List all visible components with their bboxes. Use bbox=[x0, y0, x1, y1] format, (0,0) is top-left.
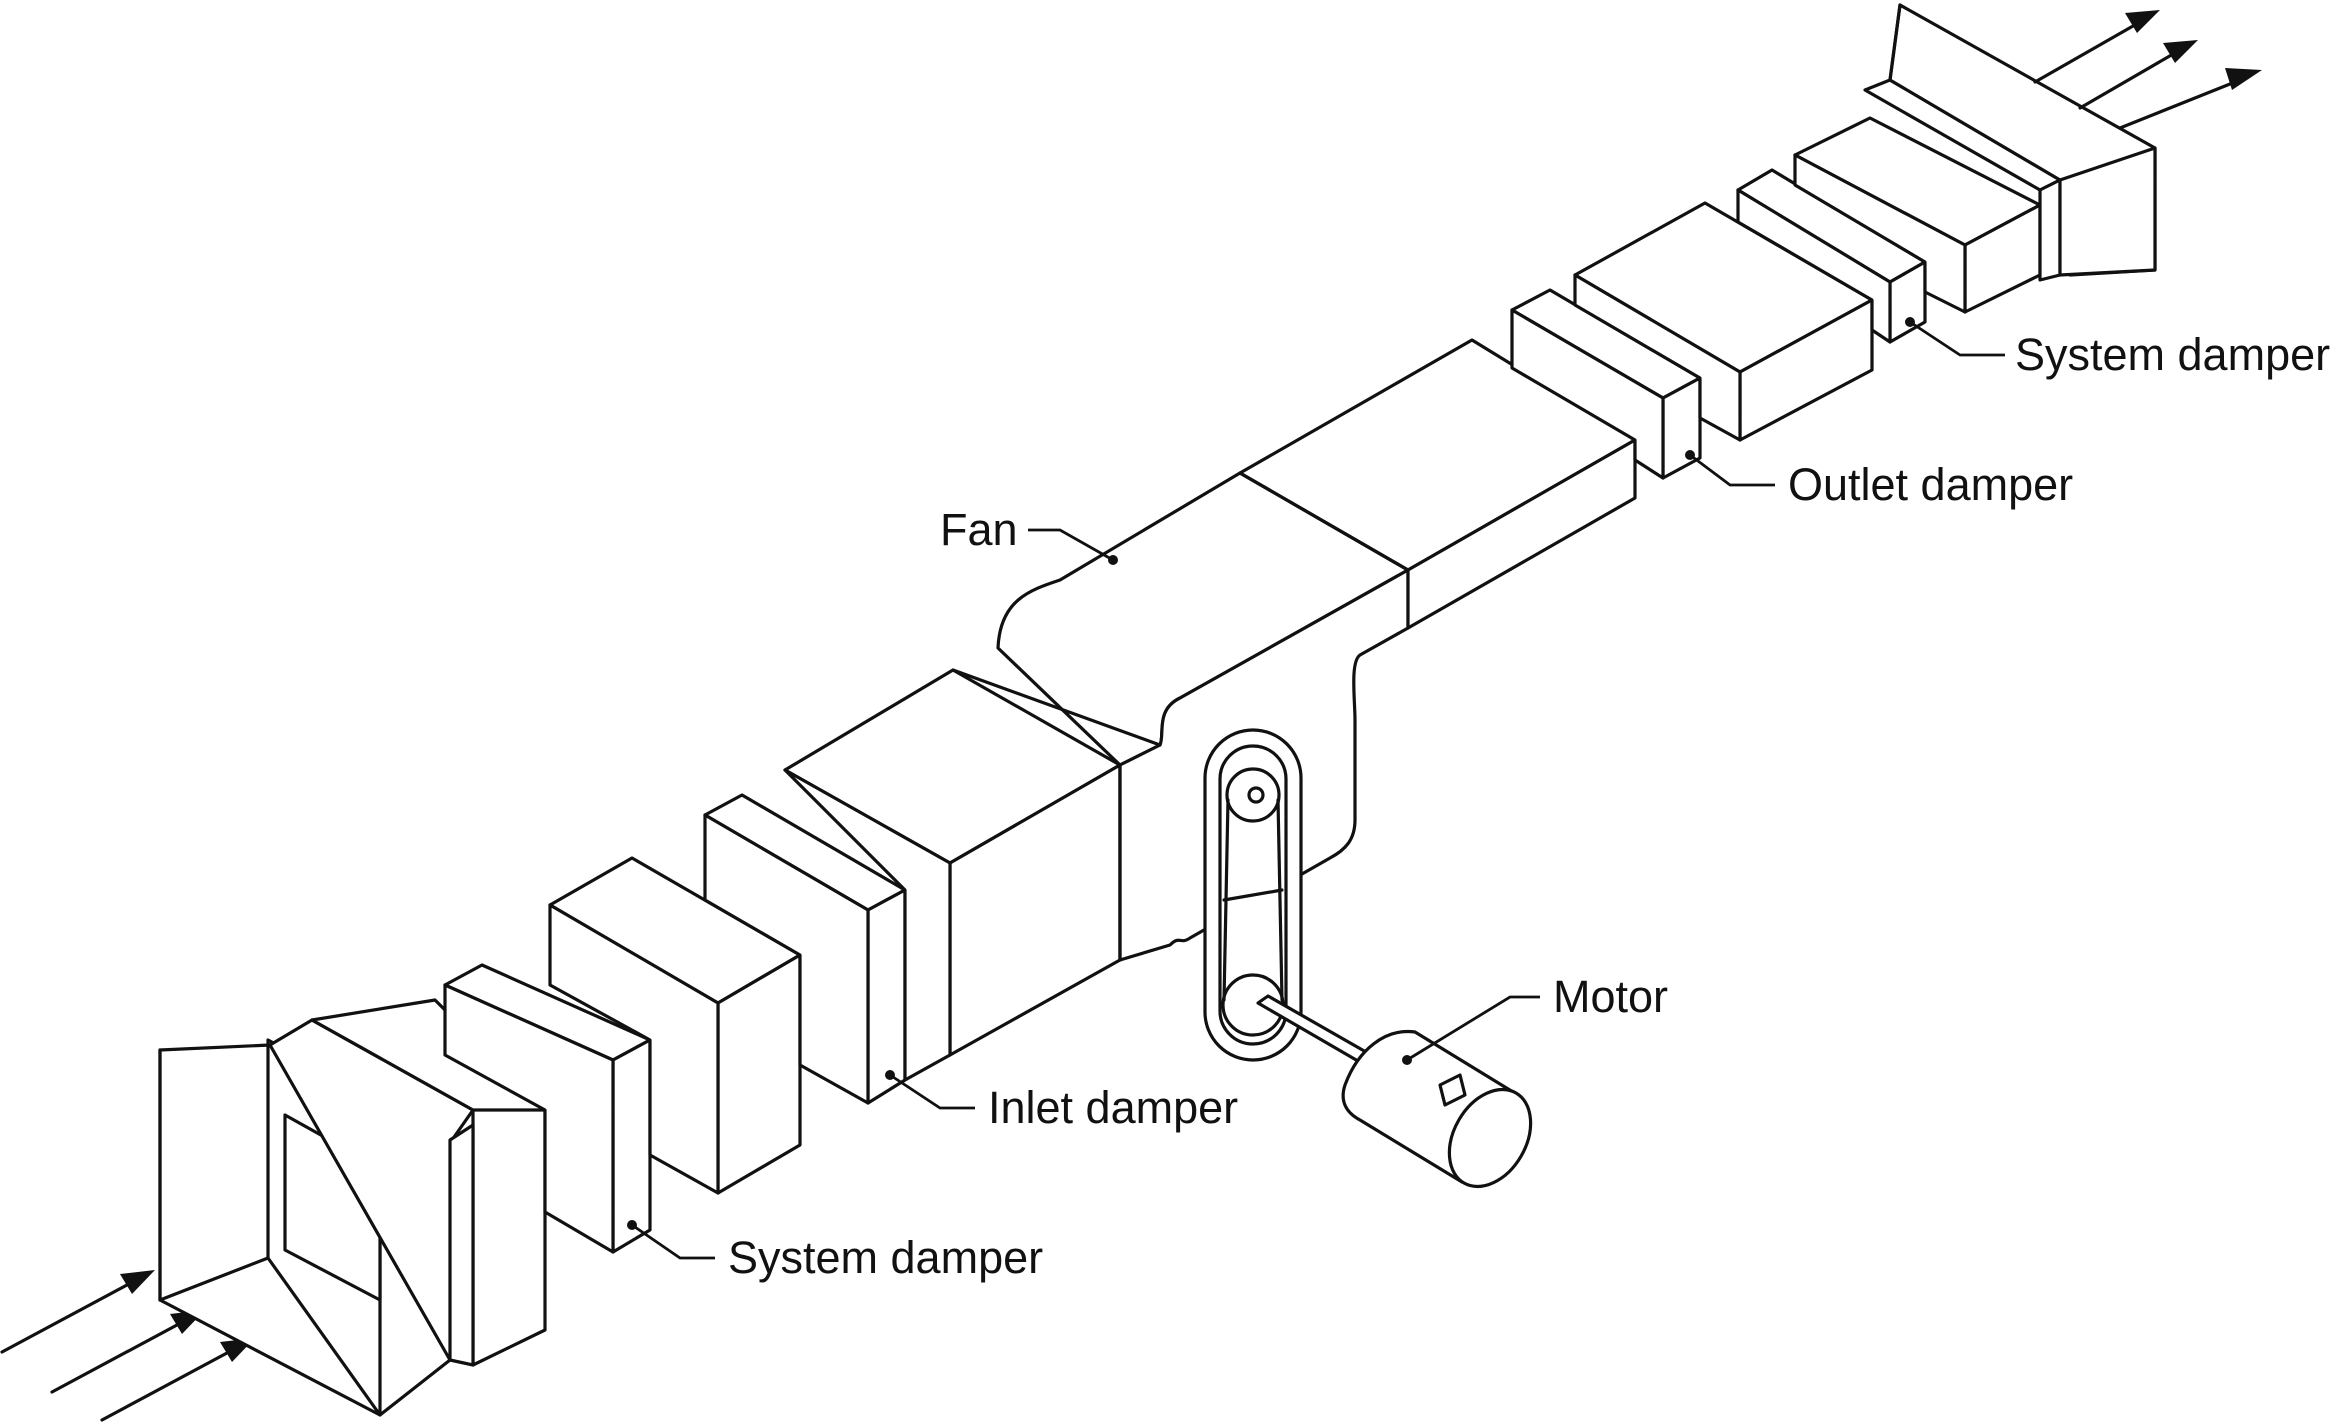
motor bbox=[1256, 994, 1533, 1189]
outlet-system-damper-front bbox=[1736, 188, 1892, 344]
fan-outlet-side bbox=[1406, 438, 1637, 630]
fan-label: Fan bbox=[940, 504, 1018, 555]
label-system-damper-inlet: System damper bbox=[627, 1220, 1043, 1283]
fan-inlet-front bbox=[783, 768, 952, 1082]
label-fan: Fan bbox=[940, 504, 1118, 565]
inlet-system-damper-front bbox=[443, 983, 615, 1254]
outlet-airflow-arrows bbox=[2033, 10, 2262, 130]
outlet-damper-front bbox=[1510, 308, 1665, 480]
label-motor: Motor bbox=[1402, 971, 1668, 1065]
outlet-hood-flange-side bbox=[2038, 178, 2062, 282]
inlet-flange-ring bbox=[448, 1123, 475, 1367]
inlet-damper-label: Inlet damper bbox=[988, 1082, 1238, 1133]
inlet-arrowhead-1 bbox=[120, 1270, 155, 1294]
motor-label: Motor bbox=[1553, 971, 1668, 1022]
outlet-damper-label: Outlet damper bbox=[1788, 459, 2073, 510]
inlet-box-front bbox=[548, 903, 720, 1195]
label-outlet-damper: Outlet damper bbox=[1685, 450, 2073, 510]
fan-shaft-hub bbox=[1247, 786, 1265, 804]
inlet-damper bbox=[703, 793, 907, 1105]
motor-end-cap bbox=[1447, 1087, 1533, 1189]
outlet-arrowhead-2 bbox=[2163, 40, 2198, 63]
inlet-flange bbox=[268, 998, 547, 1367]
inlet-box bbox=[548, 856, 802, 1195]
inlet-system-damper-label: System damper bbox=[728, 1232, 1043, 1283]
outlet-hood bbox=[1863, 3, 2157, 282]
inlet-damper-side bbox=[866, 888, 907, 1105]
inlet-arrow-2 bbox=[50, 1316, 192, 1394]
belt-drive bbox=[1203, 728, 1303, 1062]
inlet-flange-top bbox=[268, 1018, 475, 1362]
fan-housing bbox=[783, 338, 1637, 1082]
outlet-arrowhead-3 bbox=[2225, 68, 2262, 90]
outlet-system-damper-label: System damper bbox=[2015, 329, 2330, 380]
inlet-arrow-3 bbox=[100, 1344, 242, 1422]
label-inlet-damper: Inlet damper bbox=[885, 1070, 1238, 1133]
inlet-system-damper bbox=[443, 963, 652, 1254]
outlet-hood-mouth bbox=[2058, 146, 2157, 277]
outlet-arrowhead-1 bbox=[2125, 10, 2160, 33]
inlet-damper-front bbox=[703, 813, 870, 1105]
label-system-damper-outlet: System damper bbox=[1905, 317, 2330, 380]
inlet-airflow-arrows bbox=[0, 1270, 255, 1422]
inlet-arrow-1 bbox=[0, 1276, 142, 1354]
outlet-duct-front bbox=[1793, 153, 1967, 314]
motor-terminal-box bbox=[1438, 1073, 1467, 1107]
outlet-box-front bbox=[1573, 273, 1742, 442]
